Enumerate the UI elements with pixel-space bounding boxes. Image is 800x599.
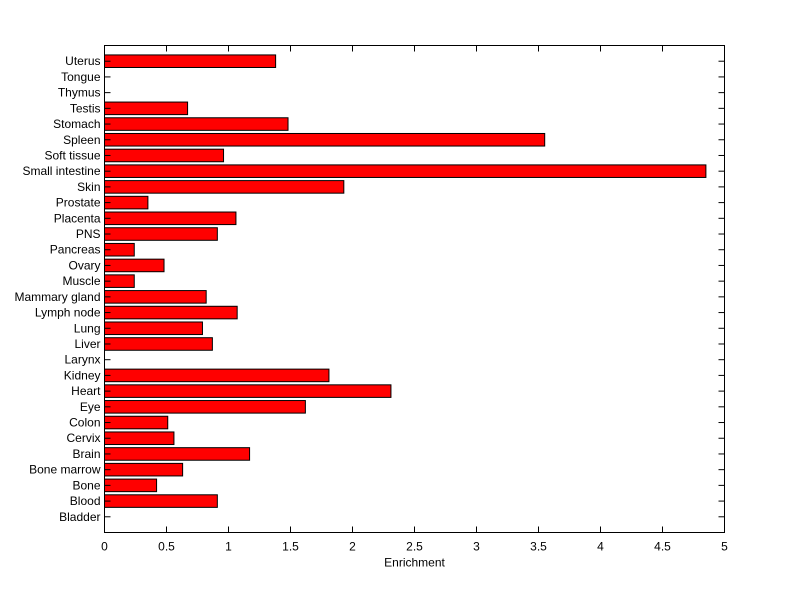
x-tick-label: 3 bbox=[473, 540, 480, 554]
bar-eye bbox=[104, 400, 306, 414]
y-tick-label: Colon bbox=[69, 416, 100, 430]
bars-layer bbox=[104, 54, 707, 508]
y-tick-label: Mammary gland bbox=[14, 290, 100, 304]
ticks-layer bbox=[104, 45, 725, 533]
y-tick-label: Heart bbox=[71, 384, 101, 398]
y-tick-label: Eye bbox=[80, 400, 101, 414]
x-tick-label: 1 bbox=[225, 540, 232, 554]
y-tick-label: Stomach bbox=[53, 117, 100, 131]
bar-prostate bbox=[104, 195, 149, 210]
bar-lymph-node bbox=[104, 305, 238, 320]
bar-bone bbox=[104, 478, 158, 493]
x-tick-label: 2 bbox=[349, 540, 356, 554]
bar-blood bbox=[104, 494, 218, 508]
y-tick-label: Muscle bbox=[62, 274, 100, 288]
x-tick-label: 4 bbox=[597, 540, 604, 554]
y-tick-label: Larynx bbox=[64, 353, 100, 367]
bar-uterus bbox=[104, 54, 277, 68]
y-tick-label: Prostate bbox=[56, 196, 101, 210]
x-axis-title: Enrichment bbox=[384, 556, 445, 570]
x-tick-label: 5 bbox=[721, 540, 728, 554]
x-tick-label: 3.5 bbox=[530, 540, 547, 554]
y-tick-label: Bone bbox=[72, 478, 100, 492]
y-tick-label: Pancreas bbox=[50, 243, 101, 257]
y-tick-label: Spleen bbox=[63, 133, 100, 147]
y-tick-label: Kidney bbox=[64, 368, 101, 382]
y-tick-label: Brain bbox=[72, 447, 100, 461]
bar-spleen bbox=[104, 132, 546, 147]
bar-testis bbox=[104, 101, 189, 116]
y-tick-label: Skin bbox=[77, 180, 100, 194]
bar-bone-marrow bbox=[104, 462, 184, 477]
x-tick-label: 4.5 bbox=[654, 540, 671, 554]
y-tick-label: Lymph node bbox=[35, 306, 101, 320]
bar-kidney bbox=[104, 368, 330, 383]
y-tick-label: Ovary bbox=[68, 258, 100, 272]
x-tick-label: 2.5 bbox=[406, 540, 423, 554]
bar-colon bbox=[104, 415, 169, 430]
bar-heart bbox=[104, 384, 392, 398]
y-tick-label: Lung bbox=[74, 321, 101, 335]
bar-mammary-gland bbox=[104, 290, 207, 304]
bar-brain bbox=[104, 447, 251, 461]
y-tick-label: PNS bbox=[76, 227, 101, 241]
y-tick-label: Thymus bbox=[58, 86, 101, 100]
bar-small-intestine bbox=[104, 164, 707, 178]
bar-placenta bbox=[104, 211, 237, 226]
bar-lung bbox=[104, 321, 203, 336]
y-tick-label: Tongue bbox=[61, 70, 101, 84]
y-tick-label: Bone marrow bbox=[29, 463, 101, 477]
y-tick-label: Placenta bbox=[54, 211, 101, 225]
y-tick-label: Uterus bbox=[65, 54, 100, 68]
bar-stomach bbox=[104, 117, 289, 131]
x-tick-label: 1.5 bbox=[282, 540, 299, 554]
y-tick-label: Small intestine bbox=[22, 164, 100, 178]
y-tick-label: Cervix bbox=[66, 431, 100, 445]
y-tick-label: Blood bbox=[70, 494, 101, 508]
x-tick-label: 0 bbox=[101, 540, 108, 554]
bar-cervix bbox=[104, 431, 175, 446]
y-tick-label: Liver bbox=[74, 337, 100, 351]
y-tick-label: Soft tissue bbox=[44, 148, 100, 162]
bar-pns bbox=[104, 227, 218, 241]
plot-frame bbox=[104, 45, 725, 533]
y-tick-label: Testis bbox=[70, 101, 101, 115]
bar-soft-tissue bbox=[104, 148, 225, 163]
bar-liver bbox=[104, 337, 213, 351]
bar-skin bbox=[104, 180, 345, 194]
y-tick-label: Bladder bbox=[59, 510, 100, 524]
x-tick-label: 0.5 bbox=[158, 540, 175, 554]
bar-ovary bbox=[104, 258, 165, 273]
